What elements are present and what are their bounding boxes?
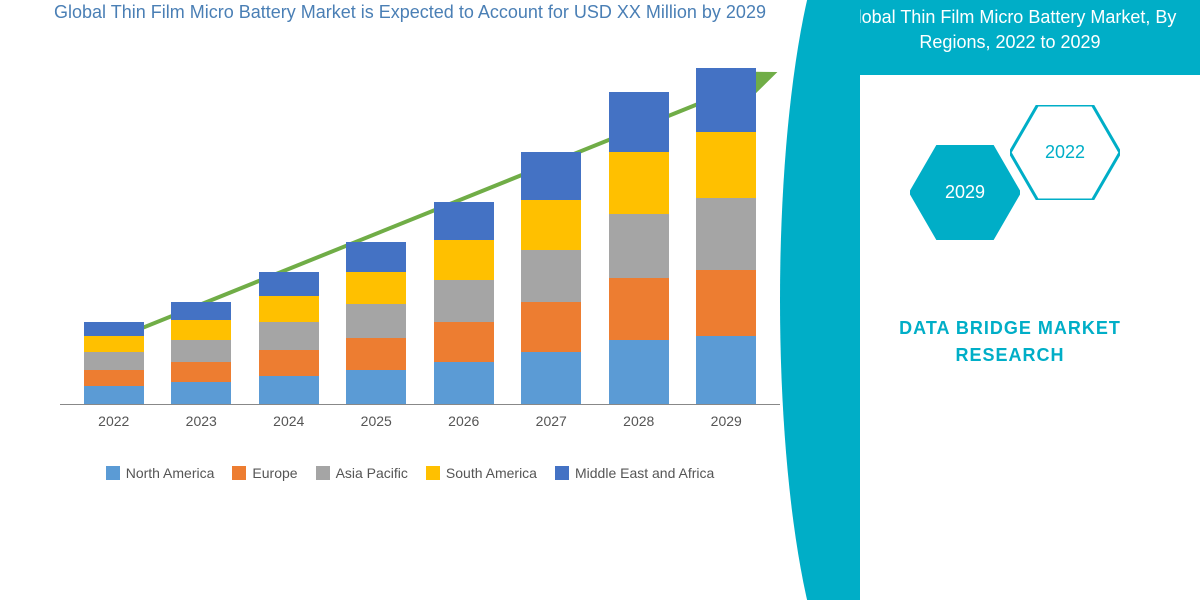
bar-segment: [346, 338, 406, 370]
legend-label: North America: [126, 465, 215, 481]
chart-area: 2022 2023 2024 2025 2026 2027 2028 2029: [60, 65, 780, 445]
bar-segment: [434, 202, 494, 240]
bar-segment: [84, 386, 144, 404]
bar-segment: [346, 242, 406, 272]
bar-group: [171, 302, 231, 404]
bar-group: [346, 242, 406, 404]
bar-group: [696, 68, 756, 404]
bar-segment: [521, 200, 581, 250]
bars-container: [60, 65, 780, 405]
legend-swatch: [316, 466, 330, 480]
x-axis-label: 2027: [521, 413, 581, 429]
bar-segment: [259, 322, 319, 350]
legend-item: Europe: [232, 465, 297, 481]
bar-segment: [171, 302, 231, 320]
hexagon-badges: 2029 2022: [890, 105, 1130, 285]
bar-segment: [171, 320, 231, 340]
bar-segment: [434, 280, 494, 322]
bar-segment: [84, 336, 144, 352]
bar-segment: [434, 322, 494, 362]
bar-segment: [346, 370, 406, 404]
bar-group: [84, 322, 144, 404]
bar-segment: [521, 352, 581, 404]
bar-segment: [696, 132, 756, 198]
bar-segment: [346, 304, 406, 338]
legend-swatch: [426, 466, 440, 480]
bar-group: [521, 152, 581, 404]
hexagon-2022-label: 2022: [1045, 142, 1085, 163]
bar-group: [259, 272, 319, 404]
bar-segment: [696, 336, 756, 404]
x-axis-label: 2022: [84, 413, 144, 429]
chart-legend: North America Europe Asia Pacific South Ame…: [40, 465, 780, 481]
info-title: Global Thin Film Micro Battery Market, B…: [820, 0, 1200, 75]
bar-segment: [609, 214, 669, 278]
legend-item: Asia Pacific: [316, 465, 408, 481]
hexagon-2029-label: 2029: [945, 182, 985, 203]
bar-segment: [434, 240, 494, 280]
bar-segment: [696, 270, 756, 336]
x-axis-label: 2028: [609, 413, 669, 429]
info-panel: Global Thin Film Micro Battery Market, B…: [820, 0, 1200, 600]
x-axis-label: 2023: [171, 413, 231, 429]
bar-segment: [259, 350, 319, 376]
legend-item: North America: [106, 465, 215, 481]
x-axis-label: 2024: [259, 413, 319, 429]
bar-segment: [609, 92, 669, 152]
legend-label: Europe: [252, 465, 297, 481]
x-axis-labels: 2022 2023 2024 2025 2026 2027 2028 2029: [60, 413, 780, 429]
legend-swatch: [232, 466, 246, 480]
bar-segment: [609, 152, 669, 214]
bar-segment: [696, 68, 756, 132]
x-axis-label: 2025: [346, 413, 406, 429]
hexagon-2022: 2022: [1010, 105, 1120, 200]
legend-swatch: [106, 466, 120, 480]
brand-line-1: DATA BRIDGE MARKET: [899, 315, 1121, 342]
bar-segment: [171, 362, 231, 382]
bar-segment: [259, 296, 319, 322]
bar-segment: [84, 370, 144, 386]
bar-segment: [171, 340, 231, 362]
bar-segment: [521, 250, 581, 302]
bar-segment: [84, 322, 144, 336]
bar-segment: [171, 382, 231, 404]
legend-label: Asia Pacific: [336, 465, 408, 481]
bar-group: [609, 92, 669, 404]
bar-segment: [259, 272, 319, 296]
bar-segment: [521, 152, 581, 200]
x-axis-label: 2029: [696, 413, 756, 429]
legend-item: Middle East and Africa: [555, 465, 714, 481]
bar-segment: [521, 302, 581, 352]
bar-segment: [259, 376, 319, 404]
legend-swatch: [555, 466, 569, 480]
legend-label: South America: [446, 465, 537, 481]
brand-text: DATA BRIDGE MARKET RESEARCH: [899, 315, 1121, 369]
legend-label: Middle East and Africa: [575, 465, 714, 481]
bar-segment: [434, 362, 494, 404]
bar-segment: [609, 340, 669, 404]
legend-item: South America: [426, 465, 537, 481]
x-axis-label: 2026: [434, 413, 494, 429]
bar-segment: [696, 198, 756, 270]
chart-panel: Global Thin Film Micro Battery Market is…: [0, 0, 820, 600]
brand-line-2: RESEARCH: [899, 342, 1121, 369]
chart-title: Global Thin Film Micro Battery Market is…: [40, 0, 780, 25]
bar-segment: [84, 352, 144, 370]
bar-group: [434, 202, 494, 404]
bar-segment: [609, 278, 669, 340]
bar-segment: [346, 272, 406, 304]
hexagon-2029: 2029: [910, 145, 1020, 240]
